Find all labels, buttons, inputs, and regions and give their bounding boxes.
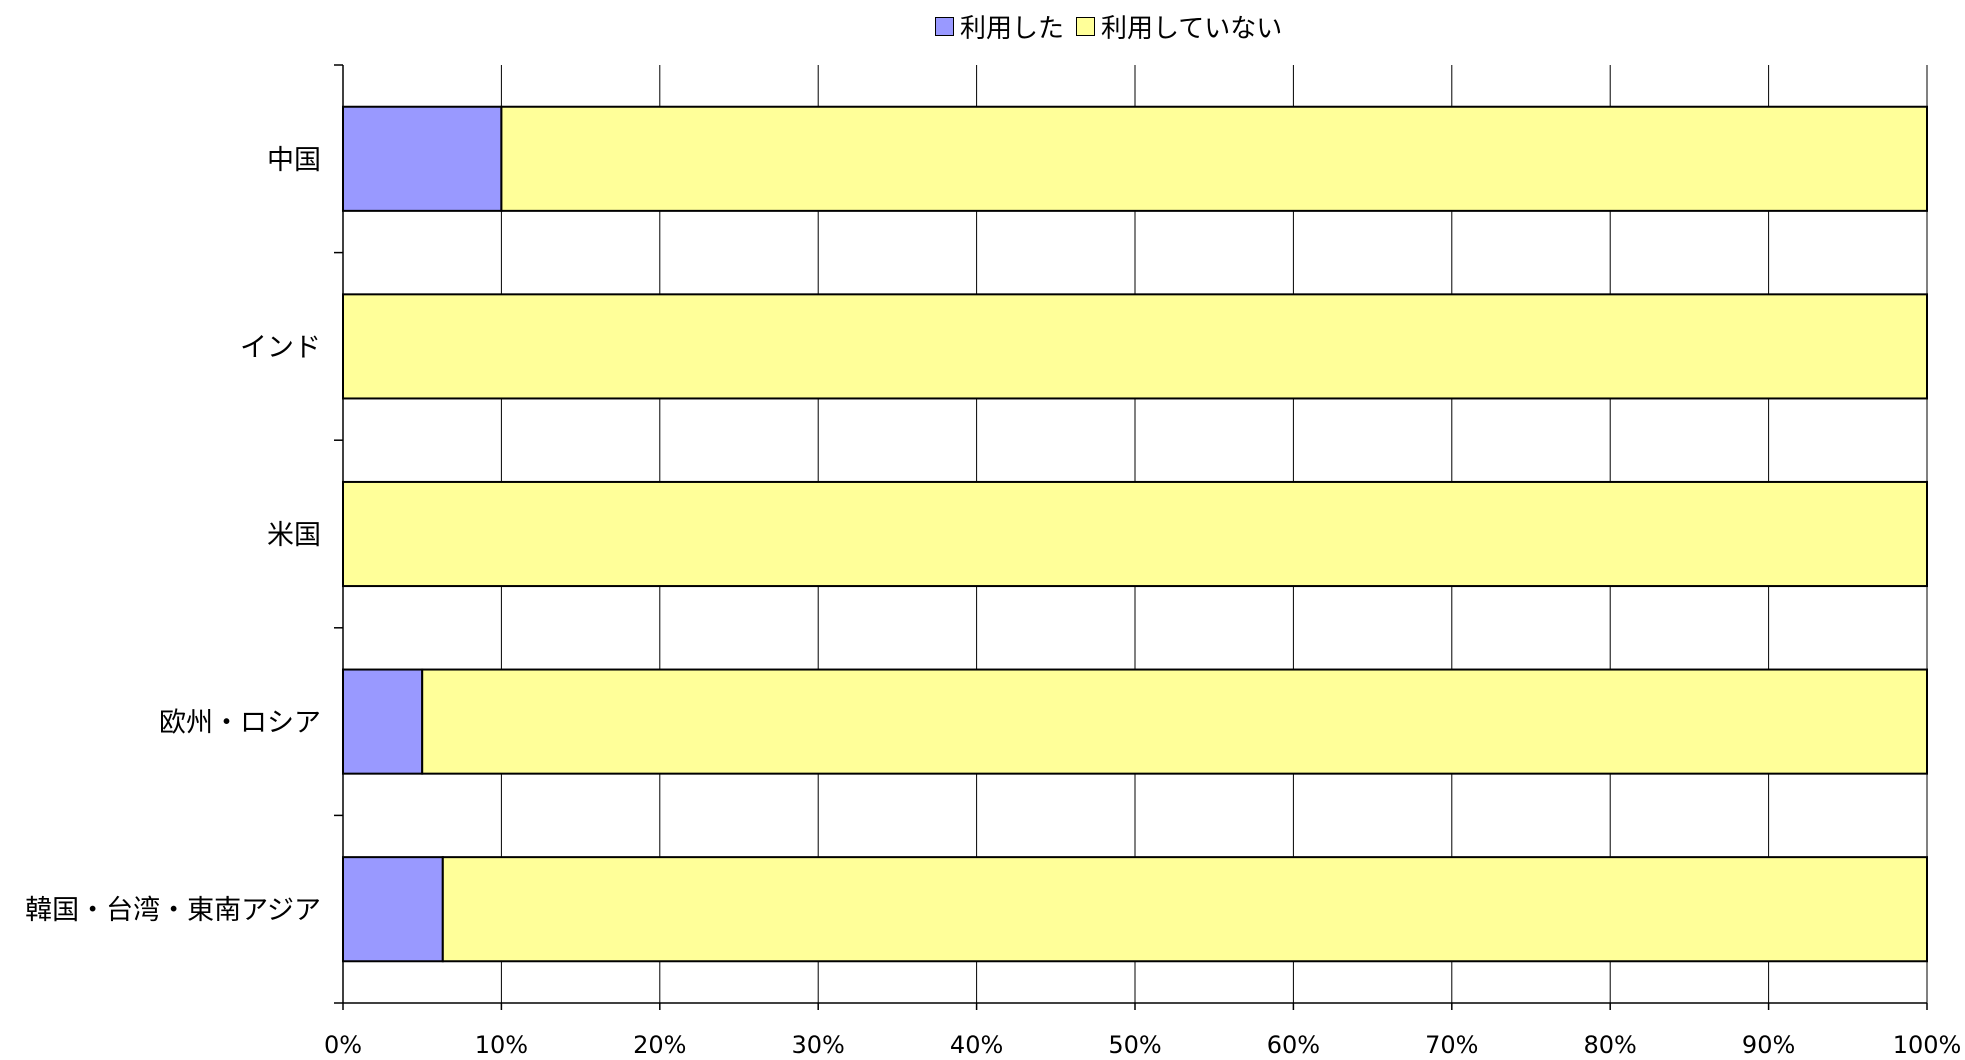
bar-segment-not-used — [500, 105, 1928, 212]
category-label: 欧州・ロシア — [159, 708, 321, 739]
x-tick-label: 100% — [1893, 1031, 1962, 1059]
legend-swatch-not-used — [1076, 17, 1096, 36]
bar-segment-not-used — [342, 293, 1928, 400]
legend-swatch-used — [935, 17, 954, 36]
x-tick-label: 20% — [633, 1031, 686, 1059]
legend-label-used: 利用した — [960, 14, 1065, 44]
x-tick-label: 0% — [324, 1031, 362, 1059]
legend: 利用した 利用していない — [935, 8, 1294, 45]
bar-segment-used — [342, 856, 444, 963]
legend-label-not-used: 利用していない — [1101, 14, 1283, 44]
legend-item-not-used: 利用していない — [1076, 8, 1282, 45]
x-tick-label: 60% — [1267, 1031, 1320, 1059]
bar-segment-used — [342, 668, 424, 775]
category-label: 中国 — [267, 145, 321, 176]
category-label: 米国 — [267, 520, 321, 551]
x-tick-label: 10% — [475, 1031, 528, 1059]
x-tick-label: 30% — [792, 1031, 845, 1059]
legend-item-used: 利用した — [935, 8, 1064, 45]
bar-segment-not-used — [342, 480, 1928, 588]
bar-segment-not-used — [441, 856, 1928, 963]
x-tick-label: 70% — [1425, 1031, 1478, 1059]
category-label: 韓国・台湾・東南アジア — [25, 895, 321, 926]
x-tick-label: 50% — [1108, 1031, 1161, 1059]
x-tick-label: 90% — [1742, 1031, 1795, 1059]
x-tick-label: 80% — [1584, 1031, 1637, 1059]
bar-segment-used — [342, 105, 503, 212]
category-label: インド — [240, 332, 321, 363]
bar-segment-not-used — [421, 668, 1929, 775]
x-tick-label: 40% — [950, 1031, 1003, 1059]
